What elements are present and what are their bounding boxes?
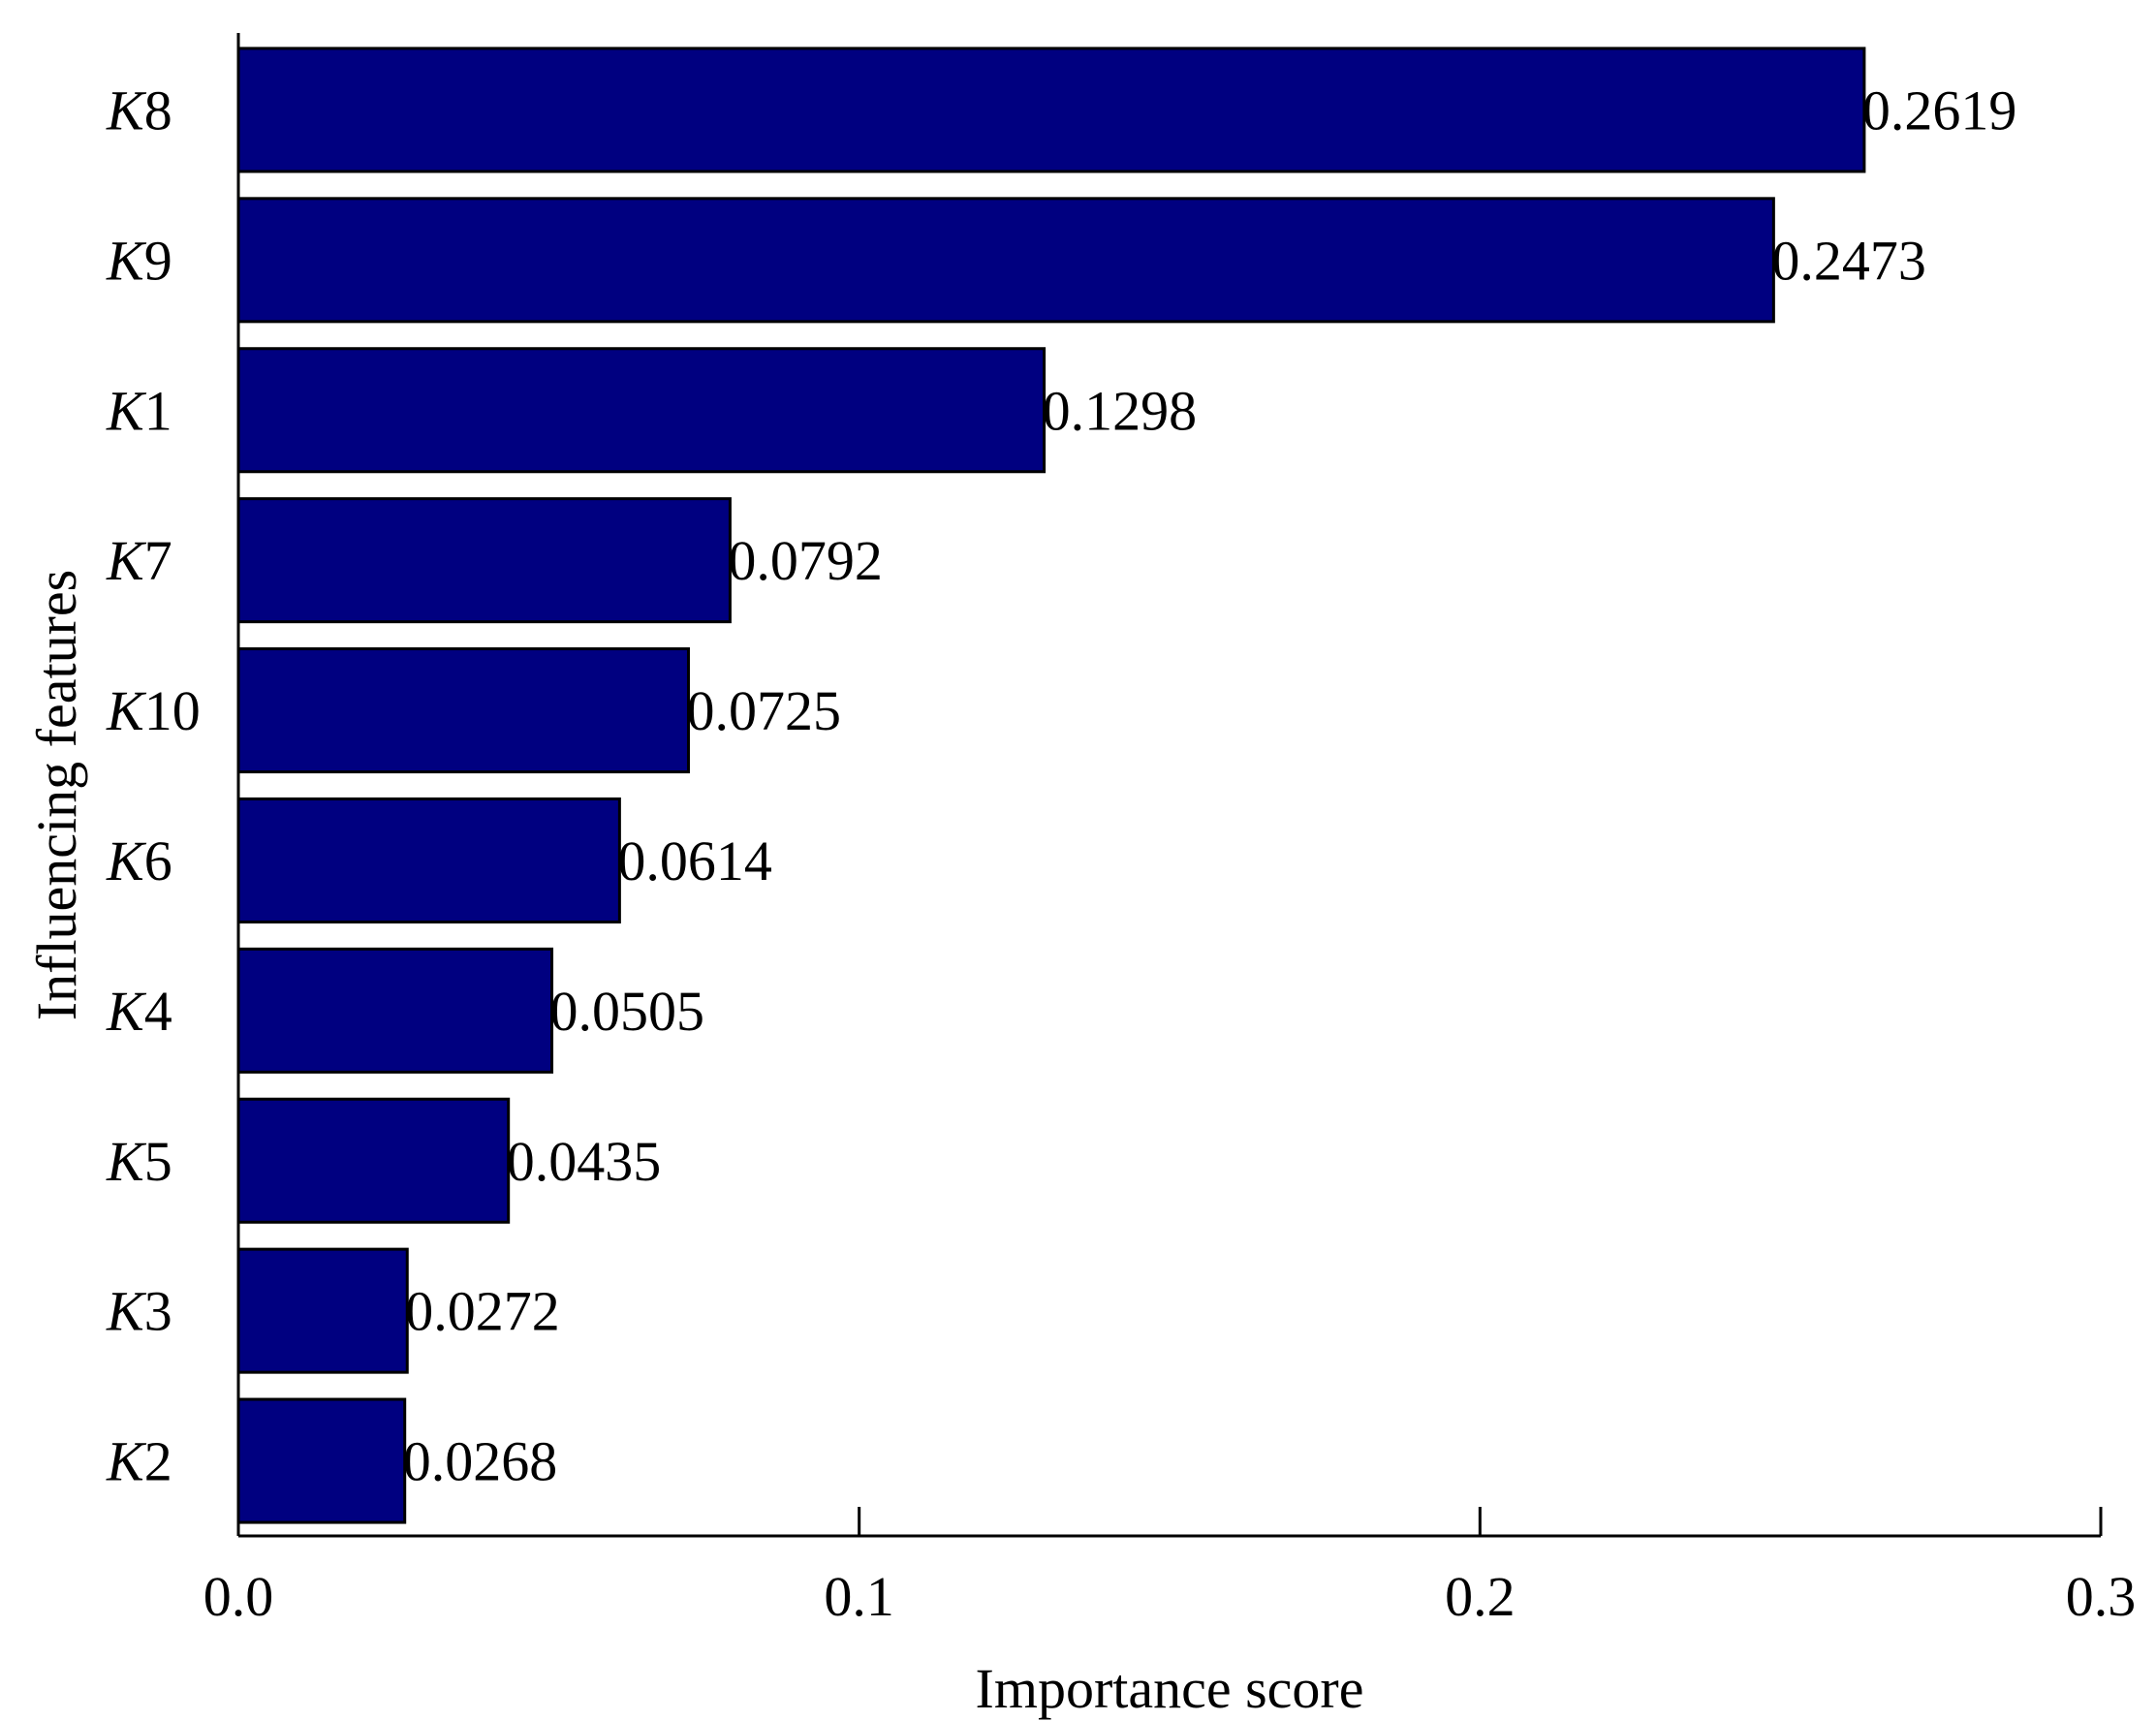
bar-K6 (236, 797, 621, 923)
category-label-K1: K1 (106, 379, 172, 442)
value-label-K1: 0.1298 (1043, 379, 1198, 442)
value-labels-group: 0.2619 0.2473 0.1298 0.0792 0.0725 0.0614 0.05… (403, 78, 2017, 1492)
value-label-K7: 0.0792 (728, 529, 883, 592)
bar-K8 (236, 47, 1866, 173)
value-label-K5: 0.0435 (507, 1130, 662, 1193)
x-axis-title: Importance score (976, 1657, 1364, 1720)
bar-K4 (236, 947, 554, 1074)
bar-K7 (236, 497, 732, 624)
x-tick-label-2: 0.2 (1445, 1565, 1515, 1628)
category-label-K10: K10 (106, 679, 201, 742)
value-label-K9: 0.2473 (1771, 229, 1926, 292)
value-label-K3: 0.0272 (405, 1280, 560, 1343)
bar-K10 (236, 647, 690, 774)
value-label-K6: 0.0614 (617, 829, 772, 892)
category-label-K6: K6 (106, 829, 172, 892)
value-label-K10: 0.0725 (686, 679, 841, 742)
x-tick-label-1: 0.1 (824, 1565, 894, 1628)
category-label-K4: K4 (106, 980, 172, 1043)
bars-group (236, 47, 1866, 1524)
category-label-K3: K3 (106, 1280, 172, 1343)
axes-group (236, 33, 2101, 1538)
value-label-K2: 0.0268 (403, 1430, 558, 1493)
bar-K3 (236, 1247, 409, 1374)
x-tick-label-3: 0.3 (2066, 1565, 2137, 1628)
x-ticks-group: 0.0 0.1 0.2 0.3 (203, 1507, 2137, 1628)
bar-K5 (236, 1097, 511, 1224)
value-label-K4: 0.0505 (550, 980, 705, 1043)
x-tick-label-0: 0.0 (203, 1565, 274, 1628)
category-label-K9: K9 (106, 229, 172, 292)
bar-K9 (236, 197, 1775, 324)
bar-K1 (236, 347, 1047, 474)
category-label-K8: K8 (106, 78, 172, 141)
category-label-K2: K2 (106, 1430, 172, 1493)
value-label-K8: 0.2619 (1862, 78, 2017, 141)
bar-K2 (236, 1397, 407, 1524)
category-label-K7: K7 (106, 529, 172, 592)
y-axis-title: Influencing features (25, 570, 88, 1020)
category-labels-group: K8 K9 K1 K7 K10 K6 K4 K5 K3 K2 (106, 78, 201, 1492)
category-label-K5: K5 (106, 1130, 172, 1193)
